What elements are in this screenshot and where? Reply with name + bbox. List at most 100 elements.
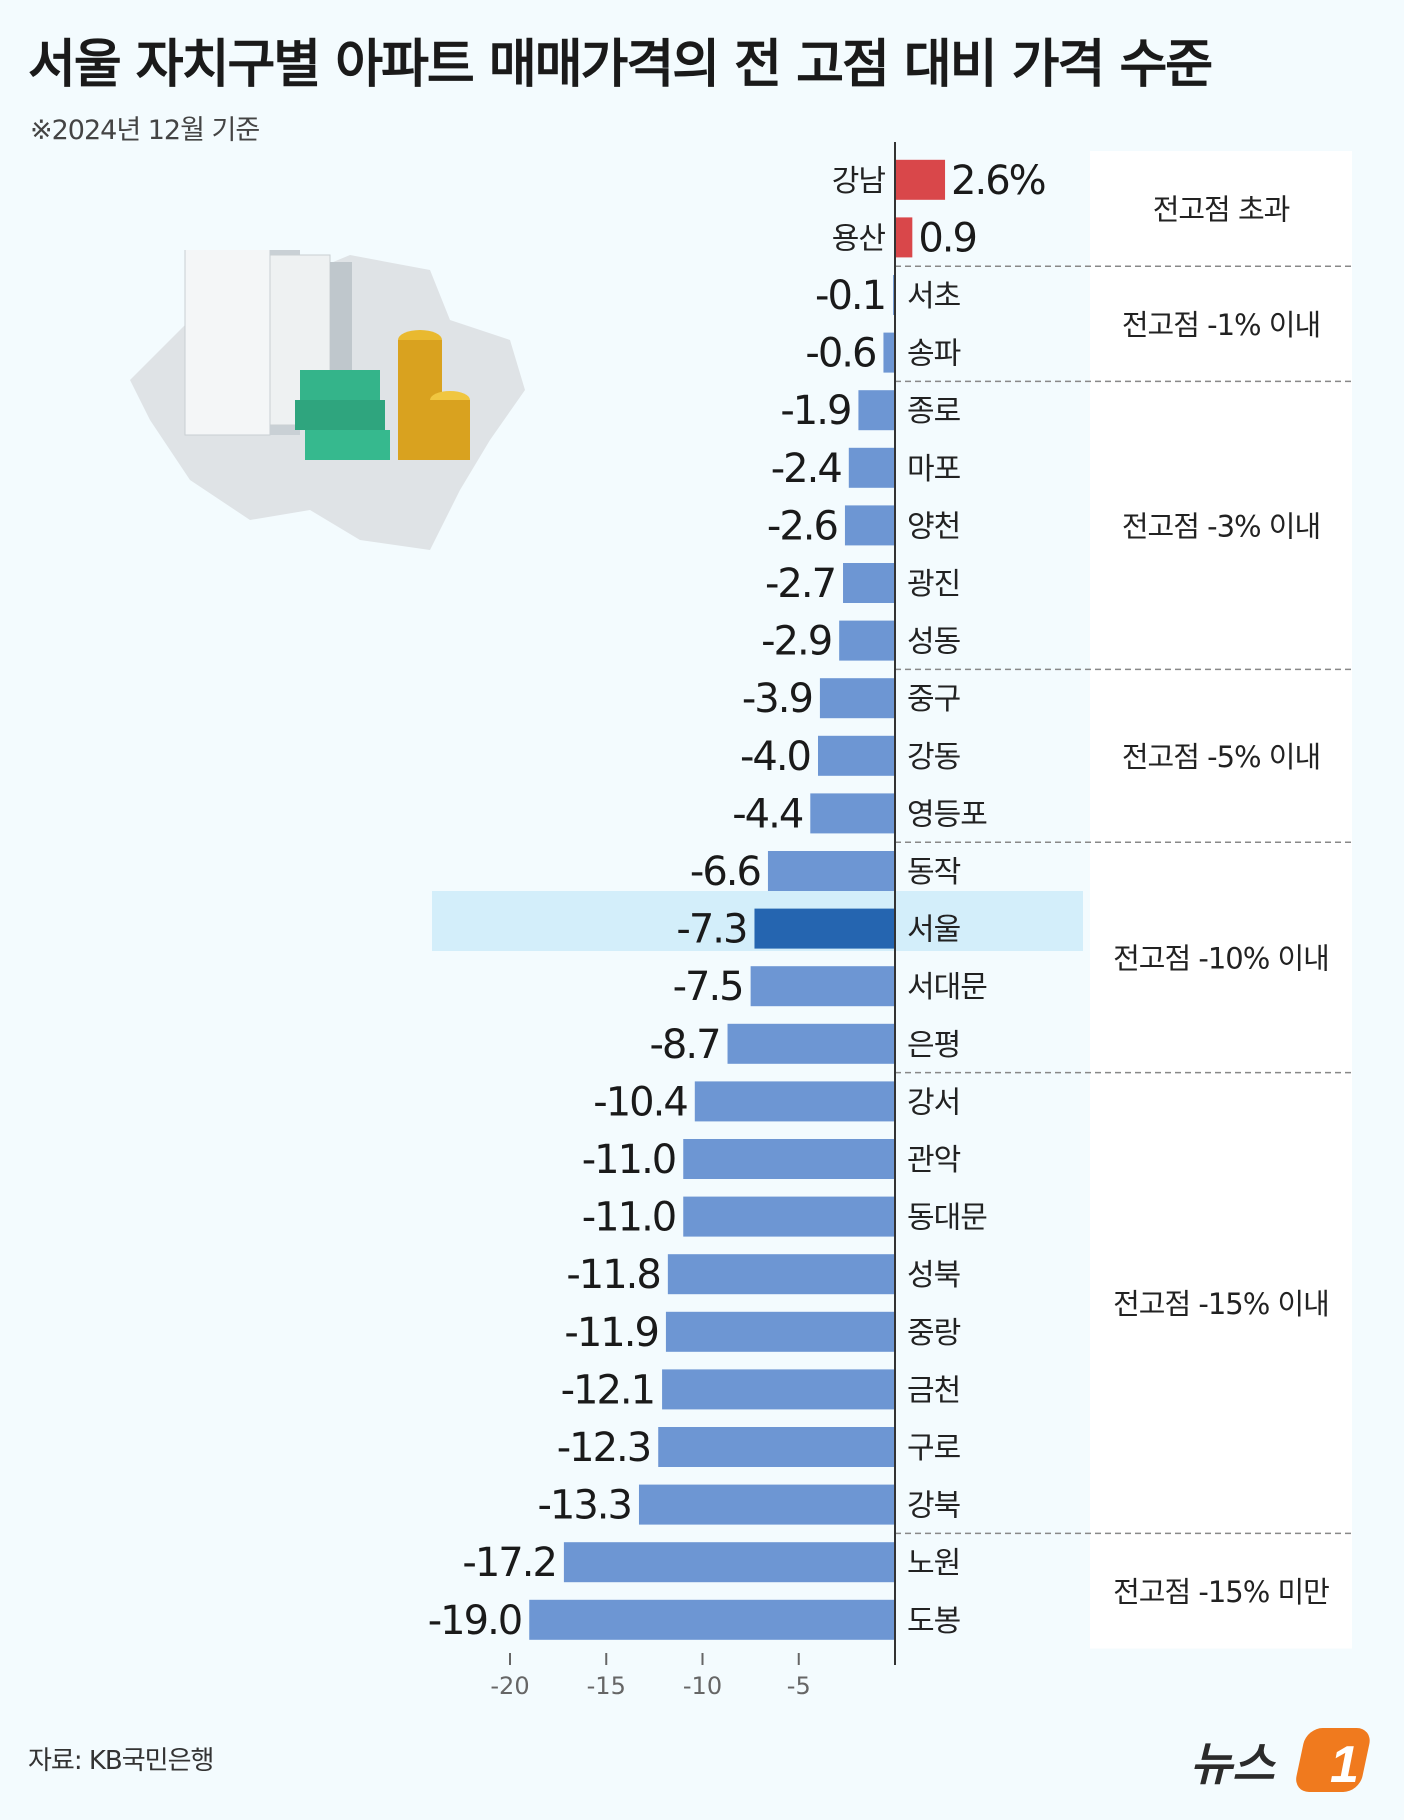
value-label: -10.4 [593, 1079, 687, 1125]
category-label: 영등포 [907, 797, 987, 832]
group-panel [1090, 842, 1352, 1073]
value-label: 2.6% [951, 158, 1045, 204]
bar-동작 [767, 851, 895, 891]
group-panel [1090, 266, 1352, 382]
bar-성동 [839, 620, 895, 661]
category-label: 양천 [907, 509, 960, 544]
category-label: 동대문 [907, 1201, 987, 1236]
bar-성북 [667, 1254, 895, 1295]
category-label: 용산 [832, 221, 886, 256]
value-label: -17.2 [462, 1540, 556, 1586]
value-label: -0.1 [815, 273, 885, 319]
bar-관악 [683, 1139, 895, 1179]
value-label: 0.9 [918, 215, 976, 261]
news1-logo-badge [1296, 1728, 1370, 1792]
bar-마포 [848, 447, 895, 488]
value-label: -11.9 [564, 1310, 658, 1356]
value-label: -2.4 [771, 446, 842, 492]
category-label: 관악 [907, 1143, 961, 1178]
bar-서울 [754, 908, 895, 949]
news1-logo: 뉴스 1 [1190, 1728, 1370, 1794]
bar-노원 [563, 1542, 895, 1583]
bar-동대문 [683, 1196, 895, 1237]
gold-coins [398, 330, 470, 460]
category-label: 강북 [907, 1489, 960, 1524]
category-label: 서초 [907, 279, 961, 314]
group-panel [1090, 381, 1352, 670]
category-label: 서대문 [907, 970, 987, 1005]
bar-양천 [844, 505, 895, 546]
category-label: 송파 [907, 337, 961, 372]
bar-서대문 [750, 966, 895, 1007]
value-label: -12.1 [561, 1367, 655, 1413]
value-label: -8.7 [649, 1022, 719, 1068]
bar-강북 [638, 1484, 895, 1525]
bar-은평 [727, 1023, 895, 1064]
source-note: 자료: KB국민은행 [28, 1746, 214, 1776]
value-label: -2.9 [761, 619, 831, 665]
category-label: 중구 [907, 682, 960, 717]
bar-도봉 [529, 1599, 895, 1640]
value-label: -6.6 [690, 849, 760, 895]
value-label: -11.0 [582, 1137, 676, 1183]
bar-중구 [819, 678, 895, 719]
value-label: -4.4 [732, 791, 803, 837]
category-label: 종로 [907, 394, 961, 429]
bar-송파 [883, 332, 895, 373]
category-label: 중랑 [907, 1316, 961, 1351]
news1-logo-mark: 1 [1330, 1736, 1359, 1794]
group-panel [1090, 151, 1352, 267]
group-label: 전고점 -1% 이내 [1122, 308, 1320, 342]
category-label: 노원 [907, 1546, 960, 1581]
news1-logo-text: 뉴스 [1190, 1738, 1276, 1790]
group-label: 전고점 -15% 미만 [1113, 1575, 1329, 1609]
category-label: 동작 [907, 855, 961, 890]
category-label: 성동 [907, 625, 961, 660]
value-label: -4.0 [740, 734, 810, 780]
cash-stack [295, 370, 390, 460]
x-tick-label: -15 [587, 1672, 626, 1700]
category-label: 강동 [907, 740, 961, 775]
group-label: 전고점 초과 [1153, 193, 1290, 227]
category-label: 성북 [907, 1258, 960, 1293]
bar-구로 [658, 1427, 895, 1467]
category-label: 강남 [832, 164, 886, 199]
category-label: 강서 [907, 1085, 960, 1120]
group-panel [1090, 669, 1352, 843]
category-label: 금천 [907, 1373, 960, 1408]
value-label: -19.0 [428, 1598, 522, 1644]
value-label: -7.5 [673, 964, 743, 1010]
group-panel [1090, 1072, 1352, 1534]
value-label: -12.3 [557, 1425, 651, 1471]
value-label: -13.3 [537, 1483, 631, 1529]
bar-강동 [818, 735, 895, 776]
value-label: -2.7 [765, 561, 835, 607]
value-label: -7.3 [676, 907, 746, 953]
group-label: 전고점 -3% 이내 [1122, 509, 1320, 543]
chart-subtitle: ※2024년 12월 기준 [30, 115, 260, 146]
bar-강서 [694, 1081, 895, 1122]
chart-title: 서울 자치구별 아파트 매매가격의 전 고점 대비 가격 수준 [28, 35, 1213, 95]
category-label: 광진 [907, 567, 960, 602]
x-tick-label: -5 [787, 1672, 811, 1700]
value-label: -11.0 [582, 1195, 676, 1241]
value-label: -11.8 [566, 1252, 660, 1298]
bar-광진 [843, 563, 895, 603]
bar-영등포 [810, 793, 895, 834]
bar-중랑 [665, 1311, 895, 1352]
value-label: -2.6 [767, 503, 837, 549]
bar-용산 [895, 217, 913, 258]
value-label: -3.9 [742, 676, 812, 722]
bar-종로 [858, 390, 895, 431]
group-panel [1090, 1533, 1352, 1649]
bar-금천 [662, 1369, 895, 1410]
category-label: 서울 [907, 913, 960, 948]
category-label: 도봉 [907, 1604, 960, 1639]
group-label: 전고점 -5% 이내 [1122, 740, 1320, 774]
seoul-apartment-money-illustration [130, 250, 525, 550]
bar-강남 [895, 159, 946, 200]
category-label: 은평 [907, 1028, 960, 1063]
x-tick-label: -10 [683, 1672, 722, 1700]
group-label: 전고점 -15% 이내 [1113, 1287, 1329, 1321]
